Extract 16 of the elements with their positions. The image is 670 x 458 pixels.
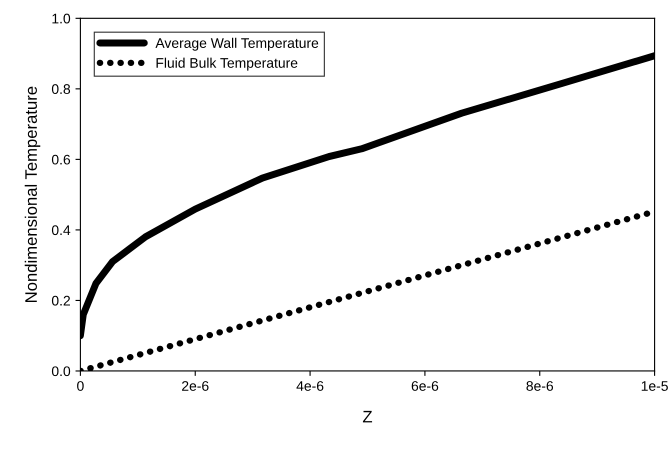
x-axis-title: Z	[362, 410, 372, 422]
x-tick-label: 0	[77, 381, 84, 391]
legend-label: Average Wall Temperature	[155, 38, 318, 51]
y-tick-label: 0.4	[52, 225, 70, 236]
y-tick-label: 0.8	[52, 84, 70, 94]
x-tick-label: 4e-6	[296, 381, 324, 391]
y-axis-title: Nondimensional Temperature	[24, 86, 40, 302]
y-tick-label: 0.0	[52, 366, 70, 376]
legend-label: Fluid Bulk Temperature	[156, 58, 298, 71]
x-tick-label: 1e-5	[642, 381, 668, 391]
y-tick-label: 0.2	[52, 296, 70, 306]
x-tick-label: 2e-6	[182, 381, 209, 391]
x-tick-label: 6e-6	[412, 381, 438, 391]
y-tick-label: 1.0	[52, 14, 70, 24]
x-tick-label: 8e-6	[526, 381, 554, 391]
y-tick-label: 0.6	[52, 154, 70, 165]
